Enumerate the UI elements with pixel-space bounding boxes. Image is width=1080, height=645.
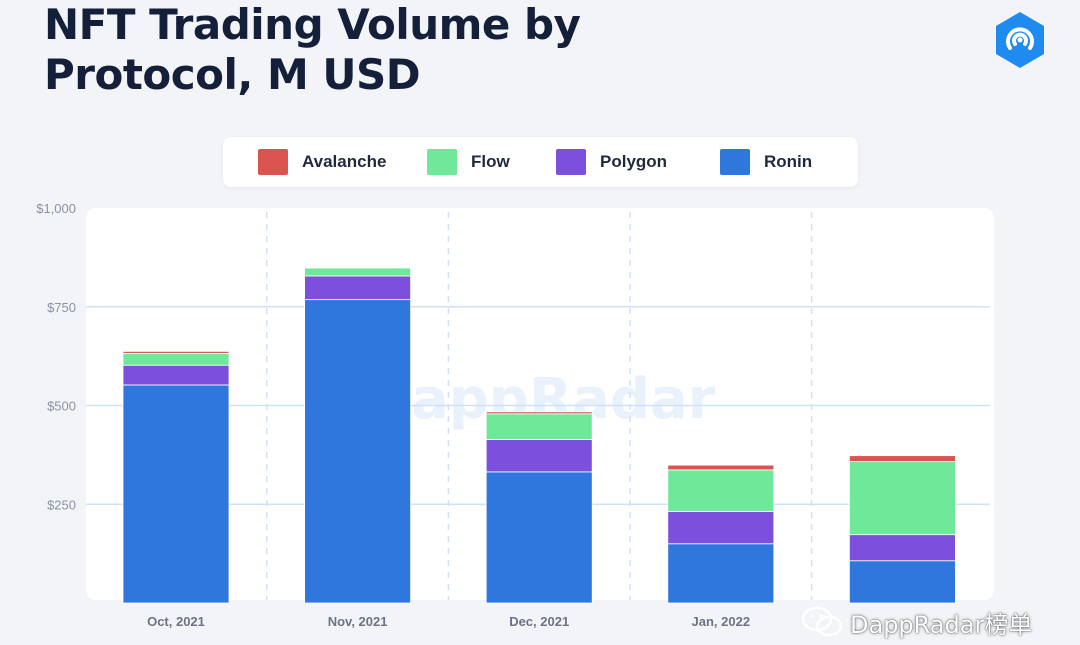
legend-label-flow: Flow	[471, 152, 510, 171]
bar-segment-flow	[849, 461, 956, 536]
legend-label-ronin: Ronin	[764, 152, 813, 171]
bar-segment-polygon	[667, 510, 775, 545]
axis-layer: $1,000 $750 $500 $250 Oct, 2021 Nov, 2021 Dec,…	[36, 201, 750, 629]
bar-segment-flow	[122, 352, 230, 366]
bar-segment-polygon	[485, 439, 593, 473]
bar-segment-polygon	[304, 275, 412, 301]
y-tick-label: $1,000	[36, 201, 76, 216]
bar-segment-polygon	[849, 534, 956, 562]
legend-swatch-ronin	[720, 149, 750, 175]
title-line-2: Protocol, M USD	[44, 50, 421, 99]
y-tick-label: $250	[47, 497, 76, 512]
corner-watermark: DappRadar榜单	[850, 611, 1033, 639]
dappradar-logo-icon	[996, 12, 1044, 68]
bar-segment-ronin	[122, 384, 230, 604]
wechat-icon	[801, 606, 843, 637]
chart-title: NFT Trading Volume by Protocol, M USD	[44, 0, 581, 100]
chart-legend: Avalanche Flow Polygon Ronin	[223, 137, 858, 187]
legend-swatch-avalanche	[258, 149, 288, 175]
y-tick-label: $500	[47, 399, 76, 414]
y-tick-label: $750	[47, 300, 76, 315]
x-tick-label: Jan, 2022	[692, 614, 751, 629]
bar-layer	[122, 267, 956, 604]
legend-swatch-flow	[427, 149, 457, 175]
x-tick-label: Nov, 2021	[328, 614, 388, 629]
bar-segment-polygon	[122, 364, 230, 386]
title-line-1: NFT Trading Volume by	[44, 0, 581, 49]
legend-label-avalanche: Avalanche	[302, 152, 387, 171]
legend-item-ronin: Ronin	[720, 149, 812, 175]
legend-item-polygon: Polygon	[556, 149, 667, 175]
bar-segment-flow	[304, 267, 412, 277]
legend-label-polygon: Polygon	[600, 152, 668, 171]
x-tick-label: Oct, 2021	[147, 614, 205, 629]
legend-item-flow: Flow	[427, 149, 510, 175]
bar-segment-ronin	[485, 471, 593, 604]
bar-segment-avalanche	[849, 455, 956, 462]
legend-item-avalanche: Avalanche	[258, 149, 386, 175]
bar-segment-ronin	[304, 299, 412, 604]
bar-segment-ronin	[667, 543, 775, 604]
bar-segment-avalanche	[485, 411, 593, 415]
bar-segment-avalanche	[122, 350, 230, 354]
bar-segment-ronin	[849, 560, 956, 604]
legend-swatch-polygon	[556, 149, 586, 175]
bar-segment-flow	[667, 469, 775, 512]
bar-segment-avalanche	[667, 464, 775, 471]
x-tick-label: Dec, 2021	[509, 614, 569, 629]
bar-segment-flow	[485, 413, 593, 440]
